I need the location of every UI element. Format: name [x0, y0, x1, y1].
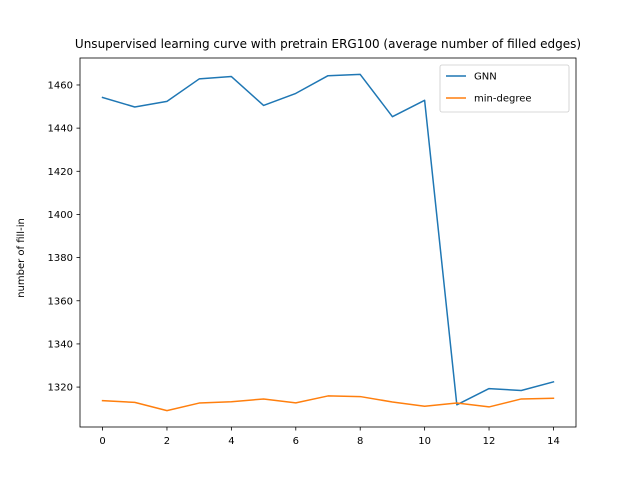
- y-tick-label-2: 1360: [48, 296, 73, 307]
- x-tick-label-2: 4: [228, 436, 234, 447]
- x-tick-label-5: 10: [418, 436, 431, 447]
- y-axis-label: number of fill-in: [16, 218, 27, 298]
- series-layer: [101, 73, 555, 412]
- legend-label-1: min-degree: [474, 94, 532, 105]
- x-tick-label-6: 12: [483, 436, 496, 447]
- x-tick-label-3: 6: [293, 436, 299, 447]
- legend: GNN min-degree: [439, 64, 570, 113]
- y-tick-label-7: 1460: [48, 80, 73, 91]
- series-line-1: [101, 395, 555, 412]
- x-tick-label-4: 8: [357, 436, 363, 447]
- y-tick-label-6: 1440: [48, 124, 73, 135]
- x-tick-label-0: 0: [99, 436, 105, 447]
- legend-label-0: GNN: [474, 72, 497, 83]
- x-tick-label-7: 14: [547, 436, 560, 447]
- axes-layer: 0 2 4 6 8 10 12 14 1320 1340 1360 1380 1400 1420 1440 1…: [48, 57, 577, 447]
- series-line-0: [101, 73, 555, 406]
- chart-title: Unsupervised learning curve with pretrai…: [75, 37, 581, 51]
- y-tick-label-1: 1340: [48, 339, 73, 350]
- x-tick-label-1: 2: [164, 436, 170, 447]
- y-tick-label-4: 1400: [48, 210, 73, 221]
- y-tick-label-0: 1320: [48, 383, 73, 394]
- y-tick-label-5: 1420: [48, 167, 73, 178]
- legend-box: [439, 64, 570, 113]
- y-tick-label-3: 1380: [48, 253, 73, 264]
- plot-frame: [79, 57, 577, 428]
